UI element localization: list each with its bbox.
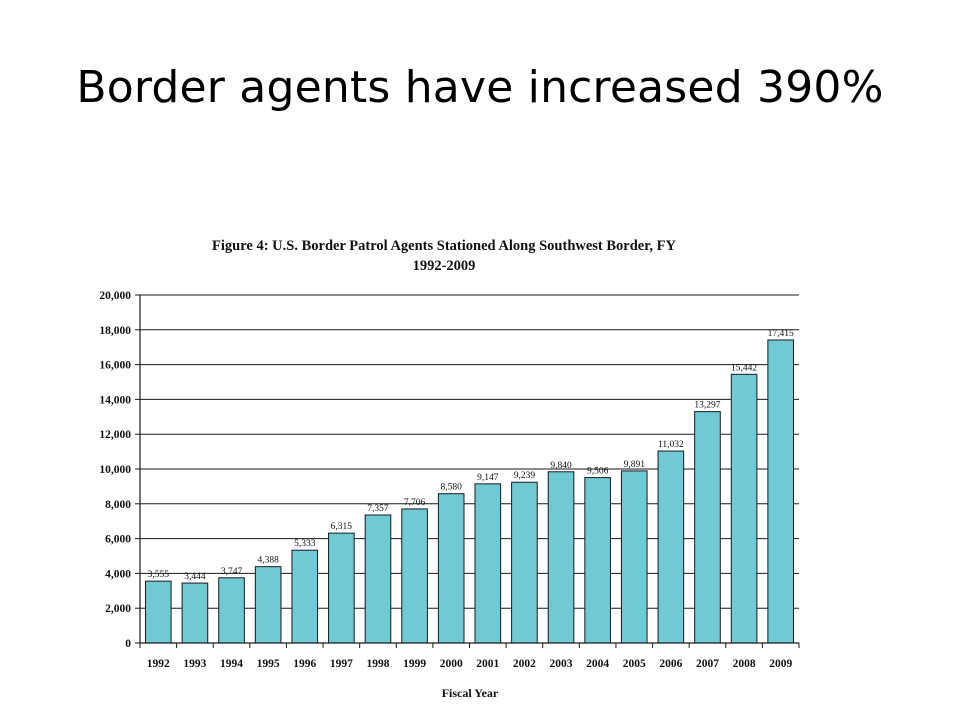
x-tick-label-1992: 1992 <box>147 658 170 670</box>
x-tick-label-2001: 2001 <box>476 658 499 670</box>
bar-2000 <box>437 493 465 644</box>
data-label-1999: 7,706 <box>404 498 426 508</box>
y-tick-label: 18,000 <box>99 325 131 337</box>
data-label-2007: 13,297 <box>694 401 720 411</box>
bar-1995 <box>254 566 282 644</box>
data-label-1994: 3,747 <box>221 567 243 577</box>
bar-2001 <box>474 483 502 644</box>
data-label-1996: 5,333 <box>294 539 316 549</box>
bar-2007 <box>694 411 721 644</box>
gridlines <box>140 294 799 609</box>
data-label-2002: 9,239 <box>514 471 536 481</box>
axes: 0 2,000 4,000 6,000 8,000 10,000 12,000 14,000 1… <box>99 290 800 670</box>
data-label-2001: 9,147 <box>477 473 499 483</box>
bar-1992 <box>144 580 172 644</box>
x-tick-label-1994: 1994 <box>220 658 243 670</box>
x-tick-label-2002: 2002 <box>513 658 536 670</box>
data-label-2003: 9,840 <box>550 461 572 471</box>
x-tick-label-2000: 2000 <box>440 658 463 670</box>
y-tick-label: 8,000 <box>105 499 131 511</box>
y-tick-label: 6,000 <box>105 534 131 546</box>
bar-2003 <box>547 471 575 644</box>
x-axis-title: Fiscal Year <box>442 686 499 700</box>
data-label-2005: 9,891 <box>624 460 646 470</box>
bar-1994 <box>218 577 245 644</box>
data-label-1998: 7,357 <box>367 504 389 514</box>
data-label-1993: 3,444 <box>184 572 206 582</box>
bar-1993 <box>181 582 209 644</box>
bar-1996 <box>291 549 319 644</box>
data-label-2009: 17,415 <box>768 329 794 339</box>
bars: 3,555 3,444 3,747 4,388 5,333 6,315 7,357 7,706… <box>144 329 795 644</box>
data-label-2000: 8,580 <box>441 483 463 493</box>
x-tick-label-2003: 2003 <box>550 658 573 670</box>
x-tick-label-1996: 1996 <box>293 658 316 670</box>
x-tick-label-1995: 1995 <box>257 658 280 670</box>
y-tick-label: 16,000 <box>99 360 131 372</box>
x-tick-label-2009: 2009 <box>769 658 792 670</box>
bar-1997 <box>328 532 355 644</box>
bar-2002 <box>511 481 538 644</box>
data-label-2008: 15,442 <box>731 363 757 373</box>
x-tick-label-2007: 2007 <box>696 658 719 670</box>
y-tick-label: 20,000 <box>99 290 131 302</box>
y-tick-label: 12,000 <box>99 429 131 441</box>
bar-1998 <box>364 514 392 644</box>
data-label-1992: 3,555 <box>148 570 170 580</box>
x-tick-label-1998: 1998 <box>366 658 389 670</box>
x-tick-label-1997: 1997 <box>330 658 353 670</box>
bar-2006 <box>657 450 685 644</box>
x-tick-label-1999: 1999 <box>403 658 426 670</box>
data-label-1997: 6,315 <box>331 522 353 532</box>
x-tick-label-2004: 2004 <box>586 658 609 670</box>
data-label-1995: 4,388 <box>257 556 279 566</box>
bar-1999 <box>401 508 428 644</box>
chart-title-line1: Figure 4: U.S. Border Patrol Agents Stat… <box>212 238 676 254</box>
bar-2008 <box>730 373 758 644</box>
data-label-2004: 9,506 <box>587 467 609 477</box>
bar-2004 <box>584 477 611 644</box>
data-label-2006: 11,032 <box>658 440 684 450</box>
y-tick-label: 0 <box>125 638 131 650</box>
slide-title: Border agents have increased 390% <box>76 62 884 113</box>
bar-2005 <box>620 470 648 644</box>
y-tick-label: 10,000 <box>99 464 131 476</box>
x-tick-label-2006: 2006 <box>659 658 682 670</box>
chart-title-line2: 1992-2009 <box>413 258 476 274</box>
y-tick-label: 4,000 <box>105 568 131 580</box>
x-tick-label-2008: 2008 <box>733 658 756 670</box>
y-tick-label: 14,000 <box>99 394 131 406</box>
x-tick-label-2005: 2005 <box>623 658 646 670</box>
y-tick-label: 2,000 <box>105 603 131 615</box>
x-tick-label-1993: 1993 <box>183 658 206 670</box>
bar-2009 <box>767 339 795 644</box>
